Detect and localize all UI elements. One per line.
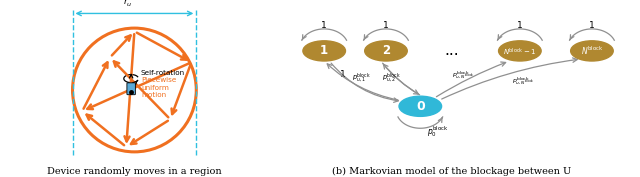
Text: $N^{\rm block}$: $N^{\rm block}$ (580, 45, 604, 57)
FancyBboxPatch shape (127, 83, 136, 95)
Text: $p_{u,1}^{\rm block}$: $p_{u,1}^{\rm block}$ (352, 72, 371, 85)
Text: (b) Markovian model of the blockage between U: (b) Markovian model of the blockage betw… (332, 167, 571, 176)
Text: $N^{\rm block}_{}-1$: $N^{\rm block}_{}-1$ (503, 46, 536, 56)
Text: Piecewise
uniform
motion: Piecewise uniform motion (141, 77, 177, 98)
Circle shape (365, 41, 407, 61)
Text: $p_{u,2}^{\rm block}$: $p_{u,2}^{\rm block}$ (381, 72, 401, 85)
Text: 2: 2 (382, 44, 390, 57)
Circle shape (303, 41, 346, 61)
Circle shape (571, 41, 613, 61)
Text: $p_{u,N^{\rm block}}^{\rm block}$: $p_{u,N^{\rm block}}^{\rm block}$ (512, 76, 534, 86)
Circle shape (499, 41, 541, 61)
Text: 0: 0 (416, 100, 425, 113)
Text: ...: ... (444, 43, 458, 58)
Text: 1: 1 (340, 70, 346, 79)
Text: 1: 1 (517, 21, 523, 30)
Text: 1: 1 (321, 21, 327, 30)
Circle shape (399, 96, 442, 116)
Text: 1: 1 (589, 21, 595, 30)
Text: Self-rotation: Self-rotation (141, 70, 185, 76)
Text: 1: 1 (383, 21, 389, 30)
Text: Device randomly moves in a region: Device randomly moves in a region (47, 167, 221, 176)
Text: $p_{u,N^{\rm block}}^{\rm block}$: $p_{u,N^{\rm block}}^{\rm block}$ (452, 69, 474, 80)
Text: 1: 1 (320, 44, 328, 57)
Text: $p_0^{\rm block}$: $p_0^{\rm block}$ (427, 124, 448, 139)
Text: $r_{u}^{\rm move}$: $r_{u}^{\rm move}$ (123, 0, 146, 8)
